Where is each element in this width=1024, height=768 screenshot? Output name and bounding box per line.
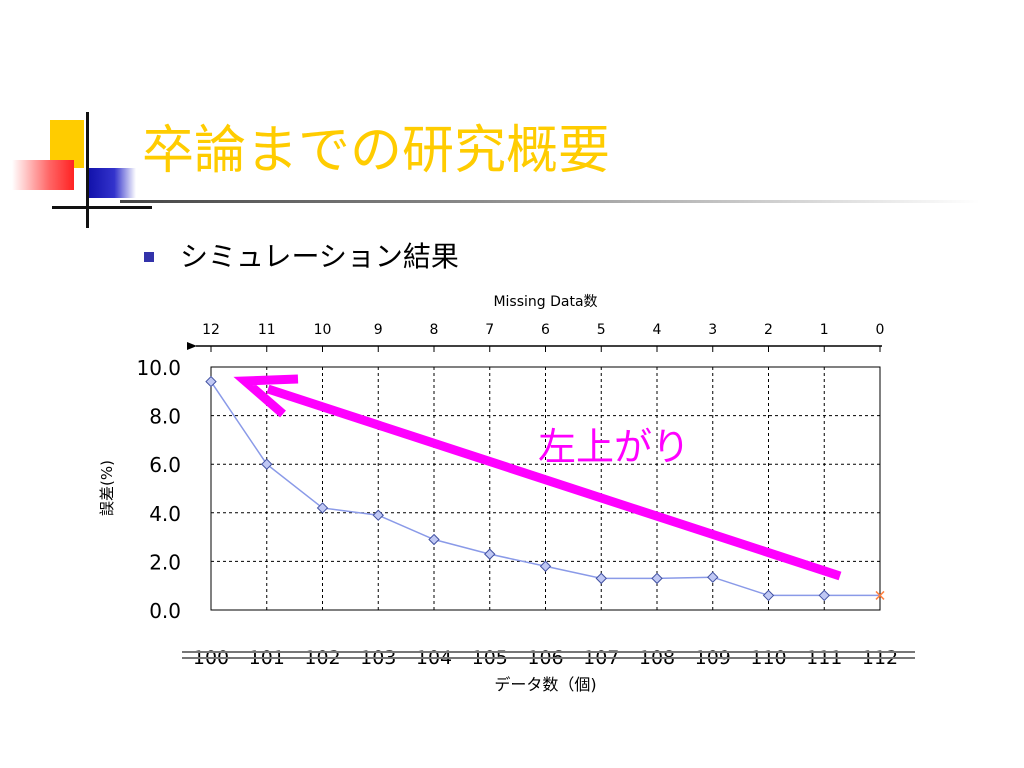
- data-point-marker: [205, 375, 217, 388]
- data-point-marker: [875, 590, 885, 600]
- data-point-marker: [261, 458, 273, 470]
- y-tick-label: 8.0: [149, 405, 181, 429]
- data-point-marker: [595, 572, 607, 585]
- top-tick-label: 8: [430, 322, 439, 338]
- y-tick-label: 6.0: [149, 453, 181, 477]
- top-tick-label: 9: [374, 322, 383, 338]
- title-decoration-horizontal-line: [52, 206, 152, 209]
- top-axis-title: Missing Data数: [493, 294, 597, 310]
- data-point-marker: [428, 533, 440, 546]
- top-tick-label: 7: [485, 322, 494, 338]
- top-tick-label: 6: [541, 322, 550, 338]
- data-point-marker: [707, 571, 719, 583]
- top-tick-label: 1: [820, 322, 829, 338]
- top-tick-label: 4: [653, 322, 662, 338]
- data-point-marker: [484, 548, 496, 560]
- title-decoration-blue-block: [88, 168, 136, 198]
- bullet-marker: [144, 252, 154, 262]
- title-decoration-red-block: [12, 160, 74, 190]
- y-axis-title: 誤差(%): [98, 460, 116, 516]
- data-point-marker: [762, 589, 775, 602]
- top-tick-label: 10: [314, 322, 332, 338]
- trend-arrow-line: [266, 384, 842, 581]
- data-point-marker: [316, 502, 329, 514]
- data-point-marker: [372, 509, 384, 521]
- y-tick-label: 10.0: [136, 356, 181, 380]
- annotation-text: 左上がり: [538, 425, 690, 469]
- top-tick-label: 3: [708, 322, 717, 338]
- y-tick-label: 2.0: [149, 550, 181, 574]
- title-decoration-vertical-line: [86, 112, 89, 228]
- page-title: 卒論までの研究概要: [142, 121, 611, 181]
- x-axis-title: データ数（個): [494, 675, 596, 694]
- data-point-marker: [818, 589, 830, 602]
- top-tick-label: 11: [258, 322, 276, 338]
- data-point-marker: [539, 560, 552, 572]
- trend-arrow-head: [233, 374, 299, 418]
- bullet-text: シミュレーション結果: [180, 240, 459, 273]
- top-tick-label: 0: [876, 322, 885, 338]
- y-tick-label: 4.0: [149, 502, 181, 526]
- top-tick-label: 2: [764, 322, 773, 338]
- data-point-marker: [651, 572, 663, 585]
- top-tick-label: 12: [202, 322, 220, 338]
- title-underline: [120, 200, 980, 203]
- y-tick-label: 0.0: [149, 599, 181, 623]
- top-tick-label: 5: [597, 322, 606, 338]
